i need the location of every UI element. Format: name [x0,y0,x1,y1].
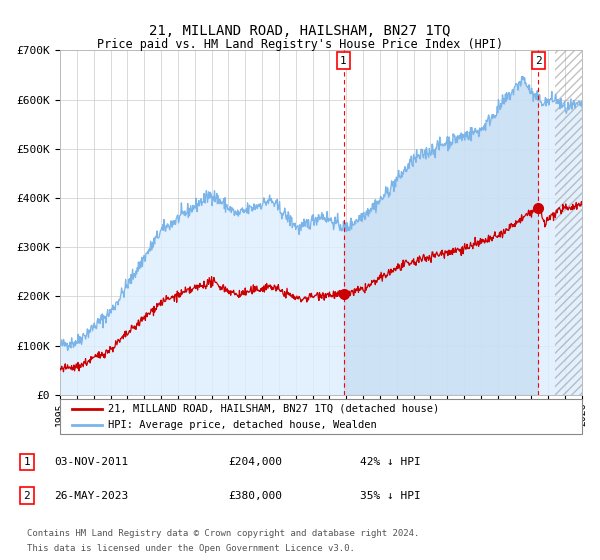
Text: 42% ↓ HPI: 42% ↓ HPI [360,457,421,467]
Text: 21, MILLAND ROAD, HAILSHAM, BN27 1TQ (detached house): 21, MILLAND ROAD, HAILSHAM, BN27 1TQ (de… [108,404,439,414]
Text: £380,000: £380,000 [228,491,282,501]
Text: 21, MILLAND ROAD, HAILSHAM, BN27 1TQ: 21, MILLAND ROAD, HAILSHAM, BN27 1TQ [149,24,451,38]
Text: £204,000: £204,000 [228,457,282,467]
Bar [556,50,582,395]
Text: 26-MAY-2023: 26-MAY-2023 [54,491,128,501]
Text: This data is licensed under the Open Government Licence v3.0.: This data is licensed under the Open Gov… [27,544,355,553]
Text: 35% ↓ HPI: 35% ↓ HPI [360,491,421,501]
Text: 03-NOV-2011: 03-NOV-2011 [54,457,128,467]
Text: HPI: Average price, detached house, Wealden: HPI: Average price, detached house, Weal… [108,420,377,430]
Text: 2: 2 [535,55,542,66]
Text: 1: 1 [340,55,347,66]
Text: Price paid vs. HM Land Registry's House Price Index (HPI): Price paid vs. HM Land Registry's House … [97,38,503,51]
Text: 2: 2 [23,491,31,501]
Text: Contains HM Land Registry data © Crown copyright and database right 2024.: Contains HM Land Registry data © Crown c… [27,529,419,538]
Text: 1: 1 [23,457,31,467]
